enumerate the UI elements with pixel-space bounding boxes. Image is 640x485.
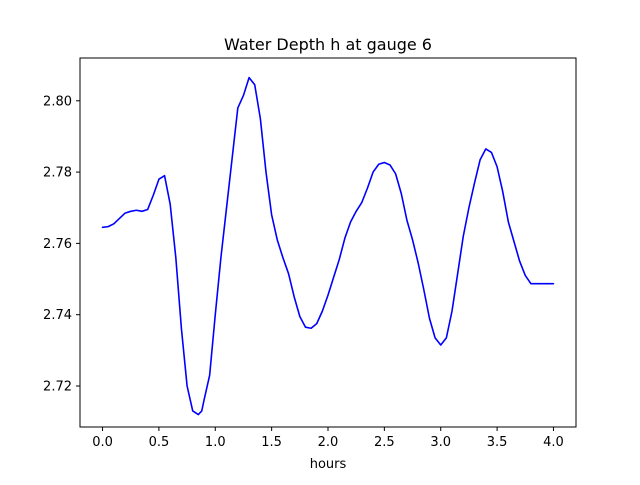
chart-title: Water Depth h at gauge 6 [224, 35, 432, 54]
x-axis-label: hours [310, 457, 347, 472]
x-tick-label: 0.0 [92, 435, 113, 450]
x-tick-label: 2.5 [374, 435, 395, 450]
x-tick-label: 3.0 [430, 435, 451, 450]
x-tick-label: 1.0 [205, 435, 226, 450]
y-tick-label: 2.74 [43, 308, 72, 323]
x-tick-label: 1.5 [261, 435, 282, 450]
x-axis-ticks: 0.0 0.5 1.0 1.5 2.0 2.5 3.0 3.5 4.0 [92, 427, 564, 450]
y-tick-label: 2.80 [43, 94, 72, 109]
x-tick-label: 3.5 [487, 435, 508, 450]
y-tick-label: 2.76 [43, 237, 72, 252]
y-tick-label: 2.72 [43, 380, 72, 395]
y-axis-ticks: 2.72 2.74 2.76 2.78 2.80 [43, 94, 80, 395]
x-tick-label: 2.0 [318, 435, 339, 450]
y-tick-label: 2.78 [43, 166, 72, 181]
x-tick-label: 0.5 [149, 435, 170, 450]
plot-area-frame [79, 57, 577, 428]
series-line-0 [101, 76, 555, 416]
x-tick-label: 4.0 [543, 435, 564, 450]
series-layer [101, 76, 555, 416]
